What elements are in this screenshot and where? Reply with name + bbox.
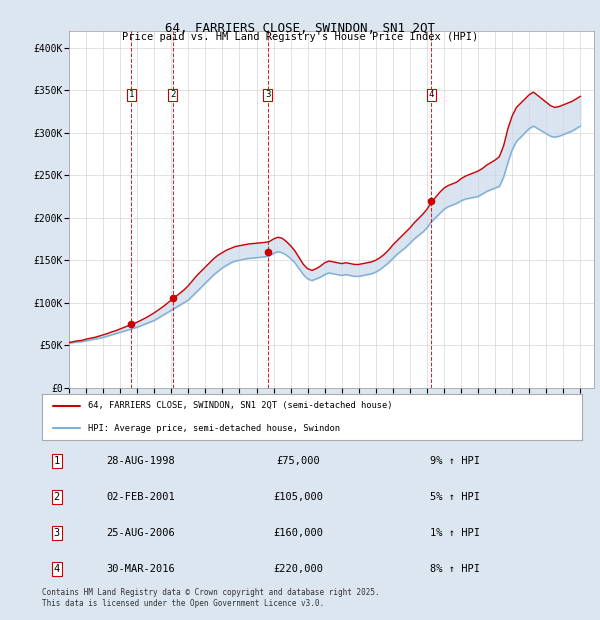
- Text: £160,000: £160,000: [273, 528, 323, 538]
- Text: 2: 2: [170, 90, 175, 99]
- Text: 64, FARRIERS CLOSE, SWINDON, SN1 2QT (semi-detached house): 64, FARRIERS CLOSE, SWINDON, SN1 2QT (se…: [88, 401, 392, 410]
- Text: 4: 4: [54, 564, 60, 574]
- Text: 28-AUG-1998: 28-AUG-1998: [107, 456, 175, 466]
- Text: 8% ↑ HPI: 8% ↑ HPI: [430, 564, 480, 574]
- Text: 2: 2: [54, 492, 60, 502]
- Text: 5% ↑ HPI: 5% ↑ HPI: [430, 492, 480, 502]
- Text: 4: 4: [428, 90, 434, 99]
- Text: 9% ↑ HPI: 9% ↑ HPI: [430, 456, 480, 466]
- Text: £105,000: £105,000: [273, 492, 323, 502]
- Text: 02-FEB-2001: 02-FEB-2001: [107, 492, 175, 502]
- Text: 25-AUG-2006: 25-AUG-2006: [107, 528, 175, 538]
- Text: Contains HM Land Registry data © Crown copyright and database right 2025.
This d: Contains HM Land Registry data © Crown c…: [42, 588, 380, 608]
- Text: 64, FARRIERS CLOSE, SWINDON, SN1 2QT: 64, FARRIERS CLOSE, SWINDON, SN1 2QT: [165, 22, 435, 35]
- Text: £75,000: £75,000: [276, 456, 320, 466]
- Text: £220,000: £220,000: [273, 564, 323, 574]
- Text: Price paid vs. HM Land Registry's House Price Index (HPI): Price paid vs. HM Land Registry's House …: [122, 32, 478, 42]
- Text: 1% ↑ HPI: 1% ↑ HPI: [430, 528, 480, 538]
- Text: 3: 3: [54, 528, 60, 538]
- Text: 3: 3: [265, 90, 270, 99]
- Text: 1: 1: [128, 90, 134, 99]
- Text: 30-MAR-2016: 30-MAR-2016: [107, 564, 175, 574]
- Text: 1: 1: [54, 456, 60, 466]
- Text: HPI: Average price, semi-detached house, Swindon: HPI: Average price, semi-detached house,…: [88, 423, 340, 433]
